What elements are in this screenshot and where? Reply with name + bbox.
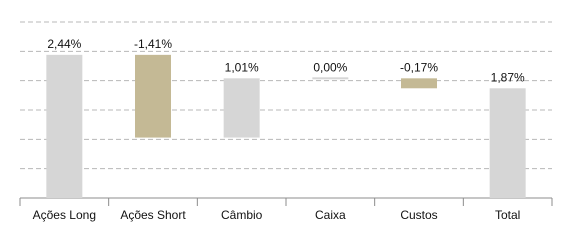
x-tick-label: Total [495,208,520,222]
x-tick-label: Custos [400,208,437,222]
bar [489,88,526,198]
bar [135,54,171,138]
x-tick-label: Câmbio [221,208,263,222]
value-label: 1,01% [225,60,259,74]
bar [46,54,83,198]
value-label: -1,41% [134,37,172,51]
x-tick-label: Caixa [315,208,346,222]
bar [312,77,349,80]
value-label: 1,87% [491,70,525,84]
value-label: 0,00% [313,60,347,74]
value-label: 2,44% [47,37,81,51]
x-tick-label: Ações Short [120,208,186,222]
bar [401,78,437,89]
x-tick-label: Ações Long [33,208,96,222]
bar [223,78,260,138]
value-label: -0,17% [400,60,438,74]
